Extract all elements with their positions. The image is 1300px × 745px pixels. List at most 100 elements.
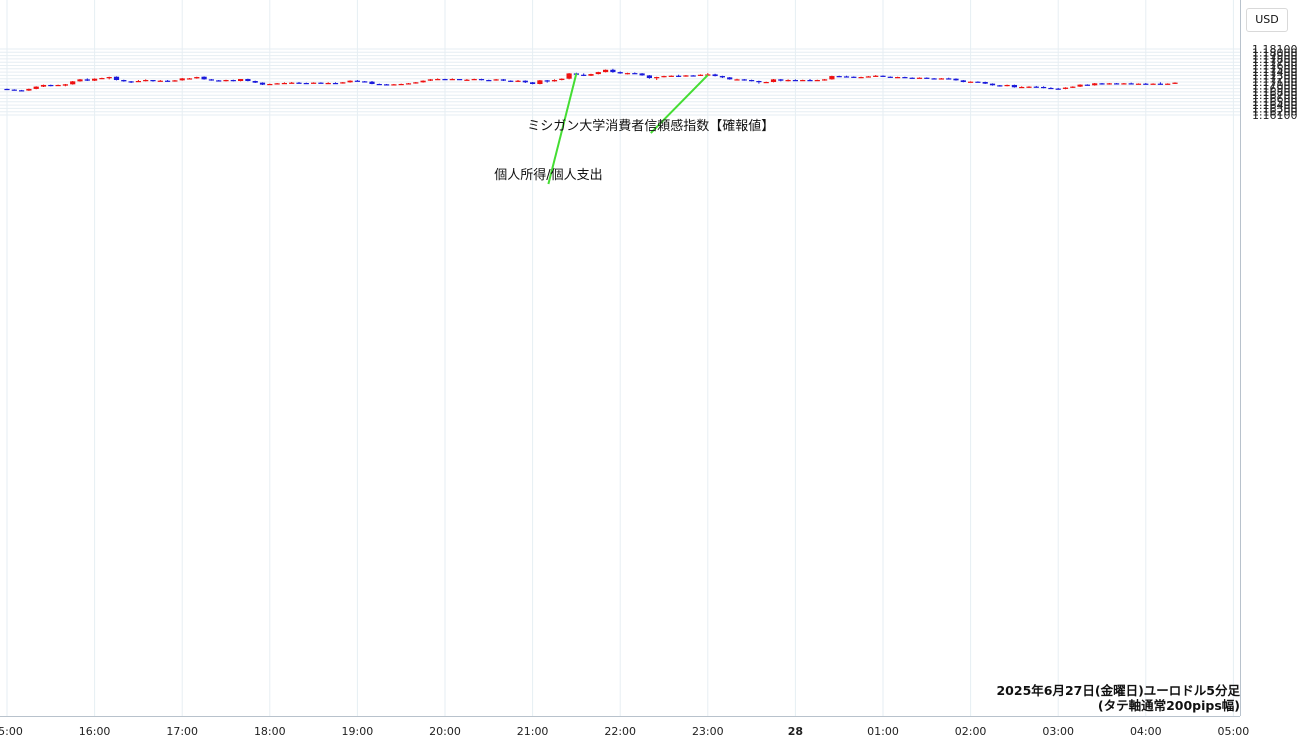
candle [741, 79, 747, 81]
candle-body [873, 75, 879, 77]
price-tick-label: 1.16100 [1252, 109, 1298, 122]
candle-body [603, 69, 609, 73]
candle [522, 80, 528, 83]
candle-body [238, 79, 244, 82]
candle-body [1128, 83, 1134, 85]
currency-label[interactable]: USD [1246, 8, 1288, 32]
candle-body [48, 84, 54, 87]
candle-body [880, 75, 886, 77]
candle [121, 79, 127, 82]
price-tick-label: 1.16800 [1252, 86, 1298, 99]
candle [281, 82, 287, 85]
price-axis[interactable]: 1.181001.180001.179001.178001.177001.176… [1240, 0, 1298, 716]
candle-body [442, 79, 448, 81]
candle [639, 73, 645, 76]
candle-body [245, 79, 251, 82]
candle [376, 83, 382, 86]
candle-body [1026, 86, 1032, 88]
candle [946, 77, 952, 80]
candle [340, 82, 346, 84]
candle [40, 84, 47, 87]
candle [347, 80, 353, 83]
candle [1033, 85, 1039, 88]
candle-body [851, 76, 857, 78]
candle [1121, 82, 1127, 85]
candle [690, 75, 696, 77]
candle [646, 75, 652, 79]
candle-body [186, 78, 193, 80]
candle [201, 76, 207, 80]
candle-body [697, 74, 704, 76]
candle-body [727, 77, 733, 80]
grid-lines [0, 0, 1240, 716]
candle-body [223, 80, 229, 82]
candle [289, 82, 295, 84]
candle [683, 75, 689, 77]
candle [705, 73, 711, 76]
candle-body [712, 74, 718, 77]
candle-body [960, 80, 966, 82]
candle [822, 79, 828, 81]
candle [843, 75, 850, 78]
annotation-label: ミシガン大学消費者信頼感指数【確報値】 [527, 118, 774, 134]
candle-body [829, 76, 835, 80]
candle-body [617, 72, 623, 74]
candle [1070, 86, 1076, 88]
candle [902, 76, 908, 79]
candle [668, 75, 674, 77]
candle [405, 82, 412, 85]
candle-body [289, 82, 295, 84]
candle-body [807, 80, 813, 82]
candle [975, 81, 981, 83]
candle [296, 82, 302, 84]
candle-body [62, 84, 68, 86]
candle [113, 76, 120, 81]
candle-body [734, 79, 740, 81]
time-tick-label: 16:00 [79, 725, 111, 738]
candle-body [559, 78, 565, 81]
candle [303, 82, 309, 85]
candle [719, 75, 725, 79]
time-tick-label: 23:00 [692, 725, 724, 738]
caption-line-2: (タテ軸通常200pips幅) [1097, 698, 1240, 713]
candle-body [938, 78, 944, 80]
candle [1004, 84, 1010, 87]
candle [1157, 82, 1163, 85]
chart-caption: 2025年6月27日(金曜日)ユーロドル5分足 (タテ軸通常200pips幅) [996, 683, 1240, 713]
candle-body [398, 83, 404, 86]
candle-body [500, 79, 506, 81]
candle [208, 79, 214, 81]
candle [544, 80, 550, 83]
candle [259, 82, 266, 85]
candle [829, 75, 835, 80]
time-tick-label: 03:00 [1042, 725, 1074, 738]
candle [800, 79, 806, 82]
candle-body [895, 77, 901, 79]
candle [33, 86, 39, 90]
candle-body [179, 78, 185, 81]
candle-body [705, 74, 711, 76]
candle-body [530, 82, 536, 84]
candle-body [172, 80, 178, 82]
candle-body [281, 82, 287, 85]
candle-body [19, 90, 25, 92]
candle-body [347, 80, 353, 83]
price-tick-label: 1.18100 [1252, 43, 1298, 56]
candle [311, 82, 317, 84]
candle-body [1114, 83, 1120, 85]
price-tick-label: 1.17200 [1252, 73, 1298, 86]
candle [734, 78, 740, 81]
candle [1041, 86, 1047, 89]
candle-body [654, 77, 660, 79]
candle-body [902, 77, 908, 79]
candle-body [800, 80, 806, 82]
candle-body [478, 79, 485, 81]
candle [1062, 87, 1069, 90]
candle-body [340, 82, 346, 84]
time-axis[interactable]: 15:00 16:00 17:00 18:00 19:00 20:00 21:00 22:00… [0, 716, 1249, 739]
candle-body [909, 77, 915, 79]
candle-body [325, 82, 331, 85]
candle-body [26, 88, 32, 91]
candles-layer [4, 68, 1178, 92]
candle [676, 74, 682, 78]
